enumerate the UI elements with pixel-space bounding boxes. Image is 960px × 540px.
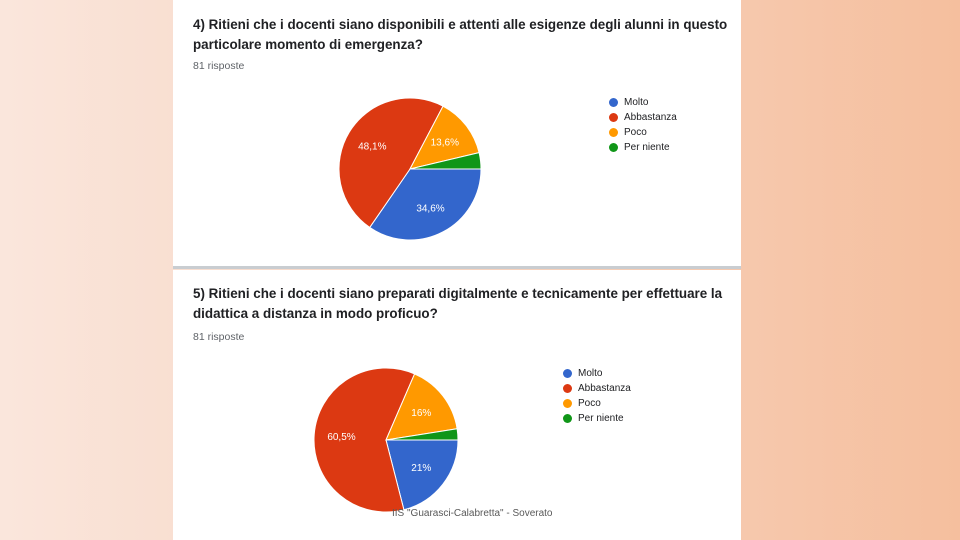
question-4-title: 4) Ritieni che i docenti siano disponibi…: [193, 17, 728, 52]
legend-label-molto: Molto: [578, 368, 603, 379]
question-4-panel: 4) Ritieni che i docenti siano disponibi…: [173, 0, 741, 269]
legend-label-poco: Poco: [578, 398, 601, 409]
legend-label-per-niente: Per niente: [624, 142, 670, 153]
legend-swatch-per-niente: [609, 143, 618, 152]
legend-item-abbastanza: Abbastanza: [609, 110, 677, 125]
legend-swatch-abbastanza: [609, 113, 618, 122]
legend-item-molto: Molto: [609, 95, 677, 110]
legend-item-abbastanza: Abbastanza: [563, 381, 631, 396]
legend-swatch-per-niente: [563, 414, 572, 423]
legend-label-abbastanza: Abbastanza: [624, 112, 677, 123]
footer-school-name: IIS "Guarasci-Calabretta" - Soverato: [392, 508, 553, 519]
legend-item-poco: Poco: [563, 396, 631, 411]
legend-item-molto: Molto: [563, 366, 631, 381]
legend-swatch-abbastanza: [563, 384, 572, 393]
question-5-title: 5) Ritieni che i docenti siano preparati…: [193, 286, 723, 321]
legend-swatch-molto: [609, 98, 618, 107]
pie-slice-per-niente: [409, 152, 482, 170]
pie-label-poco: 16%: [411, 408, 431, 419]
question-5-response-count: 81 risposte: [193, 331, 245, 343]
pie-slice-poco: [409, 105, 480, 170]
legend-swatch-poco: [609, 128, 618, 137]
question-5-pie-chart: 21% 60,5% 16%: [313, 367, 459, 513]
pie-label-abbastanza: 60,5%: [327, 432, 355, 443]
question-4-legend: Molto Abbastanza Poco Per niente: [609, 95, 677, 155]
legend-swatch-molto: [563, 369, 572, 378]
legend-label-molto: Molto: [624, 97, 649, 108]
legend-swatch-poco: [563, 399, 572, 408]
legend-label-poco: Poco: [624, 127, 647, 138]
pie-label-molto: 34,6%: [416, 204, 444, 215]
pie-slice-per-niente: [385, 428, 459, 441]
question-4-pie-chart: 34,6% 48,1% 13,6%: [338, 97, 482, 241]
pie-label-abbastanza: 48,1%: [358, 142, 386, 153]
legend-item-per-niente: Per niente: [563, 411, 631, 426]
pie-slice-abbastanza: [338, 97, 444, 229]
pie-slice-poco: [385, 373, 458, 441]
question-5-panel: 5) Ritieni che i docenti siano preparati…: [173, 270, 741, 540]
legend-label-abbastanza: Abbastanza: [578, 383, 631, 394]
pie-slice-abbastanza: [313, 367, 416, 513]
legend-item-per-niente: Per niente: [609, 140, 677, 155]
pie-slice-molto: [369, 168, 482, 241]
question-5-legend: Molto Abbastanza Poco Per niente: [563, 366, 631, 426]
question-4-response-count: 81 risposte: [193, 60, 245, 72]
pie-label-poco: 13,6%: [431, 138, 459, 149]
pie-label-molto: 21%: [411, 463, 431, 474]
legend-item-poco: Poco: [609, 125, 677, 140]
pie-slice-molto: [385, 439, 459, 511]
legend-label-per-niente: Per niente: [578, 413, 624, 424]
